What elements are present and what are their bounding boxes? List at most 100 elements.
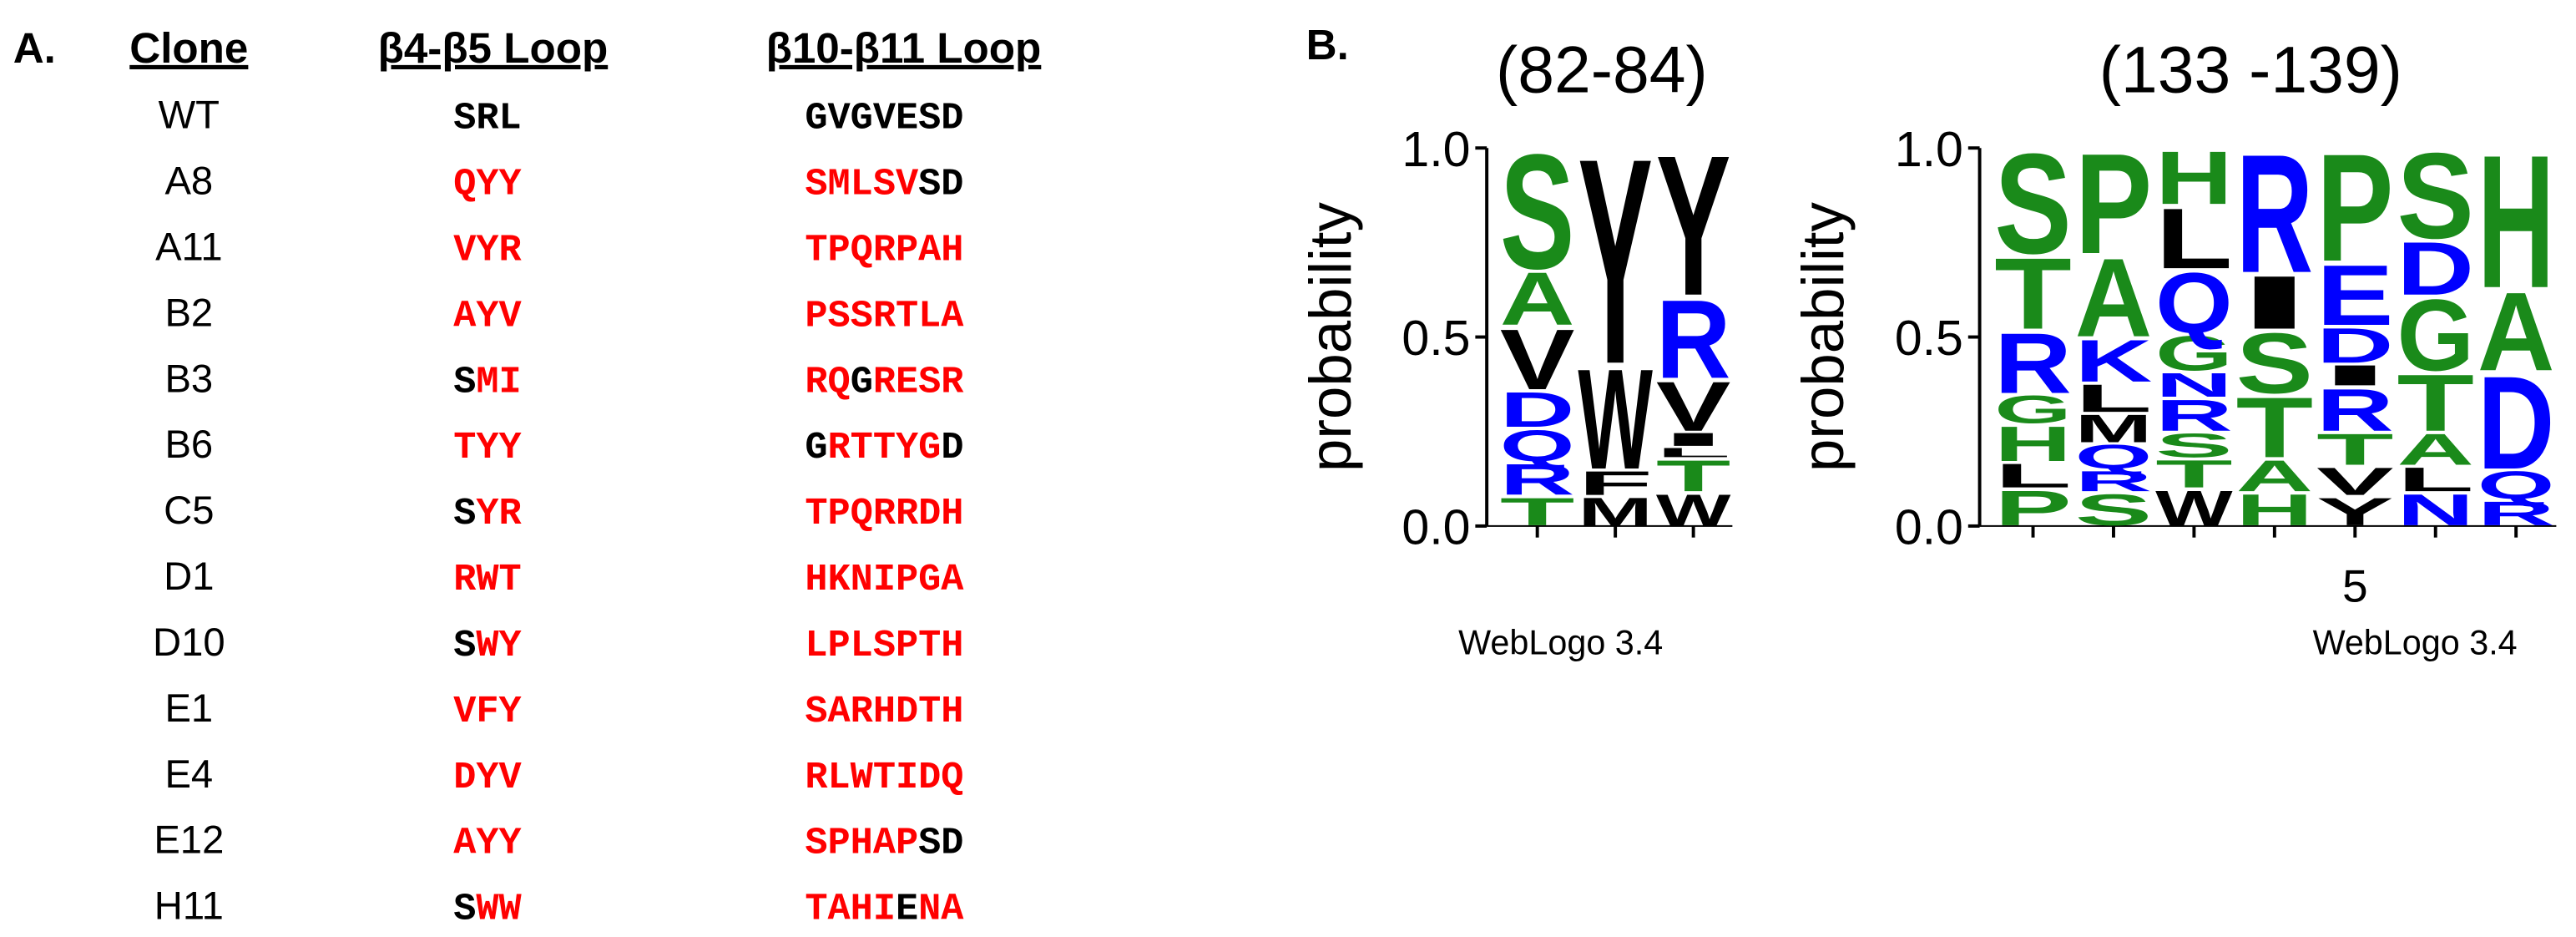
logo-letter: L — [2075, 377, 2153, 420]
sequence: SMLSVSD — [805, 163, 963, 206]
sequence: TYY — [453, 426, 522, 469]
sequence: RWT — [453, 558, 521, 601]
sequence-segment: S — [453, 624, 476, 667]
logo-letter: T — [1656, 451, 1731, 500]
clone-name: A11 — [155, 225, 223, 269]
sequence-segment: HKNIPGA — [805, 558, 964, 601]
sequence-segment: RTTYG — [828, 426, 942, 469]
y-tick-label: 0.5 — [1895, 311, 1963, 366]
clone-name: B6 — [164, 423, 213, 467]
sequence: RLWTIDQ — [805, 756, 963, 799]
panel-label: A. — [13, 24, 56, 72]
column-header: β10-β11 Loop — [766, 24, 1042, 72]
sequence-segment: NA — [918, 888, 964, 931]
clone-name: C5 — [164, 489, 214, 533]
sequence: SWW — [453, 888, 522, 931]
sequence-segment: LPLSPTH — [805, 624, 963, 667]
logo-letter: A — [2075, 235, 2153, 360]
logo-letter: R — [2236, 119, 2314, 308]
sequence-segment: SMLSV — [805, 163, 919, 206]
sequence-segment: G — [851, 360, 873, 403]
logo-letter: P — [1994, 480, 2072, 536]
clone-name: WT — [159, 94, 220, 138]
logo-letter: R — [2155, 390, 2233, 440]
sequence: TPQRPAH — [805, 228, 963, 271]
sequence-segment: YR — [476, 492, 522, 535]
logo-letter: A — [1500, 256, 1575, 341]
logo-letter: S — [2236, 315, 2314, 411]
logo-letter: G — [1994, 388, 2072, 432]
sequence-segment: TAHI — [805, 888, 896, 931]
clone-name: E4 — [164, 752, 213, 797]
logo-letter: M — [1578, 489, 1653, 534]
logo-letter: R — [1656, 277, 1731, 402]
logo-letter: R — [2316, 377, 2393, 443]
logo-letter: N — [2155, 367, 2233, 404]
logo-letter: V — [1656, 367, 1731, 446]
logo-letter: Y — [1578, 98, 1653, 425]
logo-footer: WebLogo 3.4 — [2313, 623, 2518, 661]
logo-letter: D — [2316, 318, 2393, 373]
y-tick-label: 0.0 — [1402, 500, 1470, 555]
logo-letter: Q — [2155, 255, 2233, 352]
logo-letter: T — [2316, 425, 2394, 475]
sequence-segment: WW — [476, 888, 522, 931]
sequence-segment: S — [453, 888, 476, 931]
logo-letter: W — [2155, 481, 2233, 536]
sequence: AYV — [453, 294, 522, 337]
logo-letter: A — [2397, 424, 2474, 474]
sequence-segment: AYY — [453, 822, 522, 865]
sequence-segment: TPQRPAH — [805, 228, 963, 271]
logo-letter: P — [2316, 123, 2394, 293]
clone-name: E1 — [164, 686, 213, 731]
logo-letter: D — [2478, 348, 2554, 497]
logo-letter: R — [2478, 494, 2555, 532]
logo-letter: G — [2155, 326, 2232, 381]
sequence: SMI — [453, 360, 521, 403]
sequence: SRL — [453, 97, 521, 140]
sequence-segment: QYY — [453, 163, 522, 206]
sequence: PSSRTLA — [805, 294, 964, 337]
clone-name: D1 — [164, 555, 214, 599]
logo-letter: Q — [2478, 463, 2555, 507]
sequence-segment: S — [453, 492, 476, 535]
logo-letter: T — [2155, 452, 2233, 495]
logo-letter: H — [1994, 417, 2071, 472]
logo-letter: L — [2397, 461, 2473, 499]
y-tick-label: 1.0 — [1895, 122, 1963, 177]
sequence-segment: RESR — [873, 360, 964, 403]
logo-letter: S — [2075, 485, 2152, 534]
logo-letter: I — [1656, 429, 1731, 450]
clone-name: A8 — [164, 160, 213, 204]
clone-name: D10 — [153, 620, 225, 665]
sequence-segment: RLWTIDQ — [805, 756, 963, 799]
logo-letter: W — [1656, 485, 1731, 534]
logo-letter: M — [2075, 407, 2152, 450]
logo-letter: R — [1994, 315, 2072, 411]
sequence: QYY — [453, 163, 522, 206]
logo-letter: N — [2397, 485, 2474, 535]
logo-letter: L — [2155, 191, 2233, 286]
logo-letter: V — [2316, 459, 2394, 504]
logo-letter: A — [2478, 269, 2555, 394]
sequence-segment: MI — [476, 360, 521, 403]
logo-letter: L — [1656, 445, 1731, 460]
logo-letter: R — [1500, 455, 1575, 504]
logo-footer: WebLogo 3.4 — [1458, 623, 1663, 661]
sequence: VYR — [453, 228, 522, 271]
logo-letter: S — [1994, 124, 2072, 284]
sequence: TAHIENA — [805, 888, 964, 931]
logo-letter: T — [2236, 380, 2314, 475]
logo-letter: K — [2075, 328, 2153, 395]
column-header: β4-β5 Loop — [378, 24, 609, 72]
logo-letter: S — [1500, 120, 1575, 303]
sequence: SARHDTH — [805, 690, 963, 733]
logo-letter: F — [1578, 464, 1653, 502]
logo-letter: H — [2155, 136, 2232, 220]
sequence: SPHAPSD — [805, 822, 963, 865]
logo-letter: S — [2397, 128, 2473, 264]
sequence-segment: SD — [918, 163, 963, 206]
logo-letter: Q — [1500, 422, 1575, 471]
sequence-segment: WY — [476, 624, 522, 667]
